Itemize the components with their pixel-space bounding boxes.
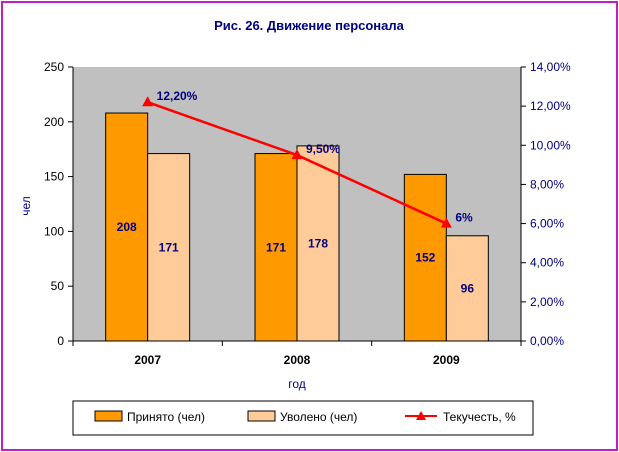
legend: Принято (чел) Уволено (чел) Текучесть, % xyxy=(72,400,534,436)
bar-data-label: 171 xyxy=(159,240,179,254)
y2-tick-label: 0,00% xyxy=(530,334,564,348)
turnover-point xyxy=(291,149,303,160)
bar xyxy=(403,173,447,342)
x-tick-label: 2007 xyxy=(134,353,161,367)
turnover-data-label: 6% xyxy=(455,211,473,225)
x-tick-label: 2009 xyxy=(433,353,460,367)
y2-tick-label: 8,00% xyxy=(530,177,564,191)
y-axis-label: чел xyxy=(19,196,33,216)
y2-tick-label: 14,00% xyxy=(530,60,571,74)
turnover-point xyxy=(440,217,452,228)
y-tick-label: 200 xyxy=(44,115,64,129)
y2-tick-label: 2,00% xyxy=(530,295,564,309)
bar-data-label: 152 xyxy=(415,251,435,265)
legend-swatch-fired xyxy=(247,410,276,422)
turnover-point xyxy=(142,96,154,107)
legend-label-fired: Уволено (чел) xyxy=(280,410,357,424)
x-tick-label: 2008 xyxy=(284,353,311,367)
bar-data-label: 96 xyxy=(461,281,475,295)
x-axis-label: год xyxy=(288,377,306,391)
y-tick-label: 150 xyxy=(44,170,64,184)
legend-triangle-marker-icon xyxy=(416,411,426,420)
y2-tick-label: 10,00% xyxy=(530,138,571,152)
legend-swatch-hired xyxy=(94,410,123,422)
bar-data-label: 208 xyxy=(117,220,137,234)
legend-label-hired: Принято (чел) xyxy=(127,410,205,424)
y-tick-label: 50 xyxy=(51,279,65,293)
y2-tick-label: 4,00% xyxy=(530,256,564,270)
bar xyxy=(105,112,149,342)
bar xyxy=(147,153,191,342)
bar xyxy=(445,235,489,342)
bar-data-label: 178 xyxy=(308,236,328,250)
bar xyxy=(296,145,340,342)
chart: Рис. 26. Движение персонала 0 50 100 150 200… xyxy=(19,18,571,436)
bars: 208 171 152 171 178 96 xyxy=(105,112,489,342)
legend-label-turnover: Текучесть, % xyxy=(443,410,516,424)
y2-tick-label: 12,00% xyxy=(530,99,571,113)
turnover-data-label: 9,50% xyxy=(306,142,340,156)
chart-title: Рис. 26. Движение персонала xyxy=(214,18,405,33)
y2-tick-label: 6,00% xyxy=(530,217,564,231)
legend-box xyxy=(72,400,534,436)
turnover-line: 12,20% 9,50% 6% xyxy=(142,89,473,228)
y-tick-label: 100 xyxy=(44,224,64,238)
bar-data-label: 171 xyxy=(266,240,286,254)
y-tick-label: 0 xyxy=(57,334,64,348)
y-tick-label: 250 xyxy=(44,60,64,74)
bar xyxy=(254,153,298,342)
turnover-data-label: 12,20% xyxy=(157,89,198,103)
